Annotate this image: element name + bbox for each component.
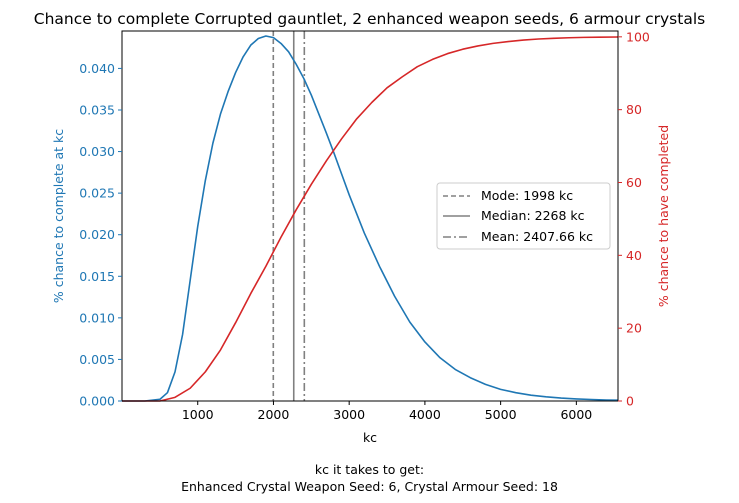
series-layer xyxy=(122,35,619,402)
x-tick-label: 2000 xyxy=(258,407,290,422)
x-tick-label: 5000 xyxy=(485,407,517,422)
x-tick-label: 1000 xyxy=(182,407,214,422)
y-left-tick-label: 0.035 xyxy=(79,102,115,117)
x-tick-label: 3000 xyxy=(333,407,365,422)
y-right-tick-label: 100 xyxy=(626,29,650,44)
y-right-axis: 0 20 40 60 80 100 xyxy=(618,29,650,409)
y-right-tick-label: 80 xyxy=(626,102,642,117)
caption-line-1: kc it takes to get: xyxy=(315,462,424,477)
legend-mean-label: Mean: 2407.66 kc xyxy=(481,229,593,244)
legend-median-label: Median: 2268 kc xyxy=(481,208,585,223)
chart-title: Chance to complete Corrupted gauntlet, 2… xyxy=(34,10,705,28)
y-left-tick-label: 0.010 xyxy=(79,310,115,325)
x-axis: 1000 2000 3000 4000 5000 6000 xyxy=(182,401,592,422)
y-left-tick-label: 0.030 xyxy=(79,144,115,159)
legend-mode-label: Mode: 1998 kc xyxy=(481,188,573,203)
y-right-tick-label: 60 xyxy=(626,175,642,190)
y-left-tick-label: 0.000 xyxy=(79,394,115,409)
caption-line-2: Enhanced Crystal Weapon Seed: 6, Crystal… xyxy=(181,479,558,494)
plot-frame xyxy=(121,30,619,402)
legend: Mode: 1998 kc Median: 2268 kc Mean: 2407… xyxy=(436,182,611,250)
y-left-axis: 0.000 0.005 0.010 0.015 0.020 0.025 0.030 0.035… xyxy=(79,61,122,409)
y-left-tick-label: 0.020 xyxy=(79,227,115,242)
y-left-tick-label: 0.040 xyxy=(79,61,115,76)
x-tick-label: 6000 xyxy=(560,407,592,422)
x-axis-label: kc xyxy=(363,430,377,445)
y-right-axis-label: % chance to have completed xyxy=(656,125,671,307)
y-right-tick-label: 20 xyxy=(626,321,642,336)
series-cdf-line xyxy=(122,36,619,402)
reference-lines xyxy=(272,31,306,401)
plot-area xyxy=(121,30,619,402)
y-right-tick-label: 40 xyxy=(626,248,642,263)
series-pdf-line xyxy=(122,35,619,402)
y-left-tick-label: 0.025 xyxy=(79,186,115,201)
y-left-tick-label: 0.005 xyxy=(79,352,115,367)
x-tick-label: 4000 xyxy=(409,407,441,422)
y-left-tick-label: 0.015 xyxy=(79,269,115,284)
y-right-tick-label: 0 xyxy=(626,394,634,409)
legend-box xyxy=(436,182,611,250)
y-left-axis-label: % chance to complete at kc xyxy=(51,129,66,303)
